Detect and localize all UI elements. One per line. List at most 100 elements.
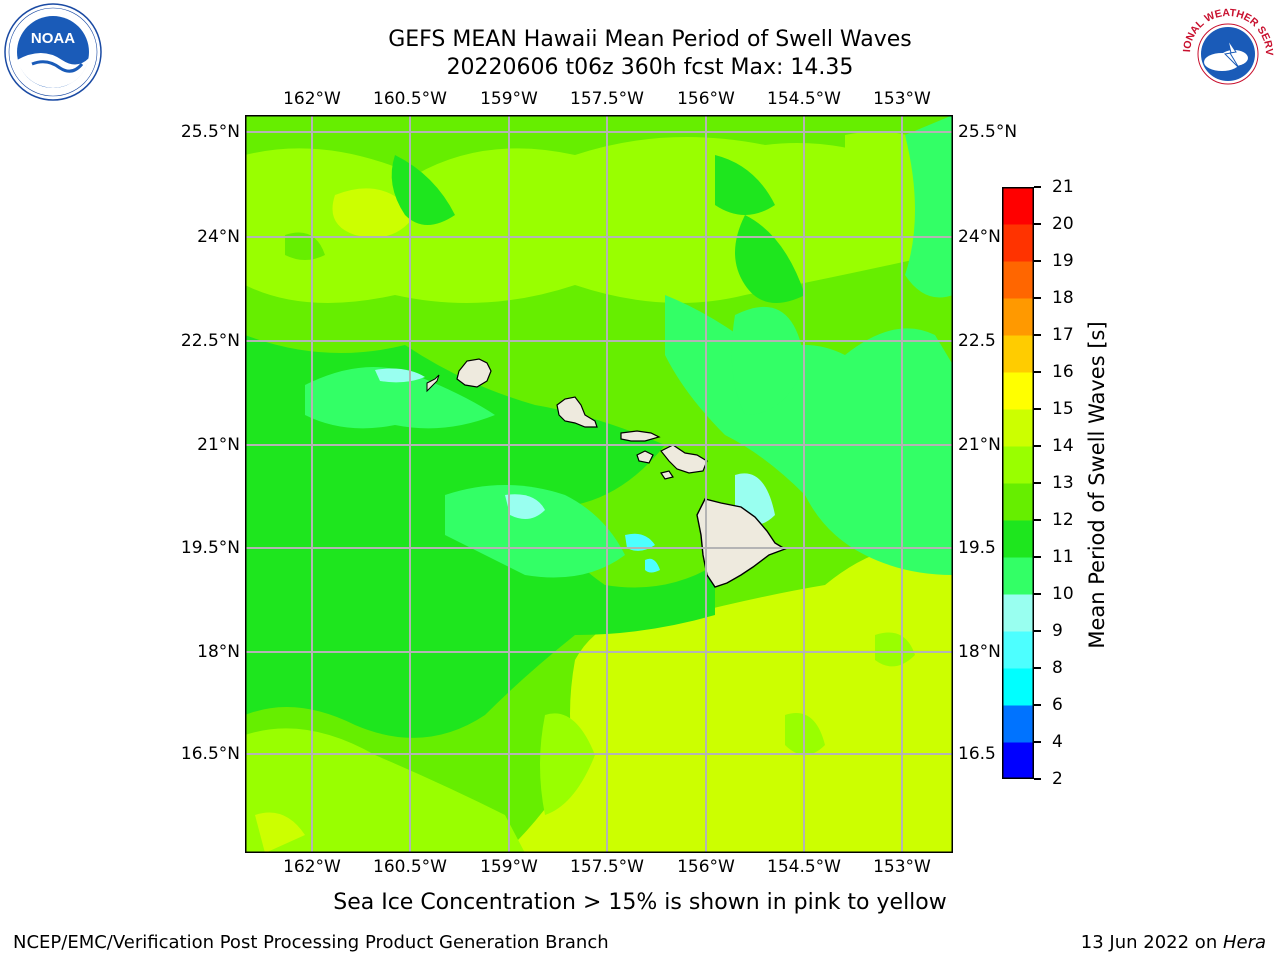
colorbar-tick-label: 8 [1052, 658, 1063, 678]
colorbar-tick-label: 6 [1052, 695, 1063, 715]
contour-fields [245, 115, 953, 853]
credit-date: 13 Jun 2022 on Hera [1081, 932, 1266, 953]
island-molokai [620, 430, 661, 442]
hawaiian-islands [426, 358, 787, 588]
colorbar-tick-mark [1034, 186, 1041, 188]
colorbar-segment [1002, 446, 1034, 484]
colorbar-segment [1002, 668, 1034, 706]
colorbar-tick-mark [1034, 778, 1041, 780]
latitude-label: 16.5°N [180, 744, 240, 764]
colorbar-tick-mark [1034, 482, 1041, 484]
map-frame [245, 115, 953, 853]
latitude-label: 21°N [958, 435, 1001, 455]
colorbar-tick-mark [1034, 445, 1041, 447]
colorbar-segment [1002, 187, 1034, 225]
colorbar-tick-mark [1034, 371, 1041, 373]
colorbar-tick-label: 17 [1052, 325, 1074, 345]
latitude-label: 25.5°N [958, 122, 1018, 142]
colorbar [1002, 187, 1034, 779]
colorbar-segment [1002, 372, 1034, 410]
colorbar-tick-label: 9 [1052, 621, 1063, 641]
latitude-label: 25.5°N [180, 122, 240, 142]
longitude-label: 159°W [480, 89, 538, 109]
colorbar-segment [1002, 557, 1034, 595]
longitude-label: 153°W [873, 857, 931, 877]
colorbar-segment [1002, 224, 1034, 262]
colorbar-tick-label: 4 [1052, 732, 1063, 752]
colorbar-tick-label: 16 [1052, 362, 1074, 382]
colorbar-tick-mark [1034, 630, 1041, 632]
colorbar-tick-label: 19 [1052, 251, 1074, 271]
latitude-label: 18°N [197, 642, 240, 662]
latitude-label: 24°N [197, 227, 240, 247]
longitude-label: 156°W [677, 89, 735, 109]
longitude-label: 156°W [677, 857, 735, 877]
swell-period-map [245, 115, 953, 853]
map-subtitle: 20220606 t06z 360h fcst Max: 14.35 [446, 55, 854, 80]
longitude-label: 162°W [283, 89, 341, 109]
noaa-logo-icon: NOAA [4, 3, 102, 101]
lat-lon-grid [245, 115, 953, 853]
colorbar-tick-label: 13 [1052, 473, 1074, 493]
colorbar-segment [1002, 520, 1034, 558]
longitude-label: 160.5°W [373, 89, 447, 109]
longitude-label: 157.5°W [570, 89, 644, 109]
colorbar-tick-mark [1034, 297, 1041, 299]
colorbar-tick-label: 14 [1052, 436, 1074, 456]
colorbar-tick-label: 20 [1052, 214, 1074, 234]
map-title: GEFS MEAN Hawaii Mean Period of Swell Wa… [388, 27, 912, 52]
colorbar-tick-label: 2 [1052, 769, 1063, 789]
colorbar-segment [1002, 298, 1034, 336]
longitude-label: 162°W [283, 857, 341, 877]
colorbar-segment [1002, 631, 1034, 669]
colorbar-segment [1002, 483, 1034, 521]
colorbar-segment [1002, 742, 1034, 779]
colorbar-tick-mark [1034, 223, 1041, 225]
latitude-label: 22.5 [958, 331, 996, 351]
colorbar-tick-label: 15 [1052, 399, 1074, 419]
latitude-label: 21°N [197, 435, 240, 455]
latitude-label: 22.5°N [180, 331, 240, 351]
longitude-label: 159°W [480, 857, 538, 877]
colorbar-segment [1002, 261, 1034, 299]
colorbar-tick-label: 21 [1052, 177, 1074, 197]
island-kauai [456, 358, 492, 388]
colorbar-tick-mark [1034, 519, 1041, 521]
credit-host: Hera [1222, 932, 1266, 953]
longitude-label: 154.5°W [767, 857, 841, 877]
sea-ice-note: Sea Ice Concentration > 15% is shown in … [333, 890, 947, 915]
latitude-label: 24°N [958, 227, 1001, 247]
colorbar-segment [1002, 409, 1034, 447]
island-oahu [556, 396, 598, 428]
colorbar-tick-mark [1034, 741, 1041, 743]
colorbar-segment [1002, 594, 1034, 632]
colorbar-tick-label: 10 [1052, 584, 1074, 604]
colorbar-tick-label: 12 [1052, 510, 1074, 530]
colorbar-tick-mark [1034, 704, 1041, 706]
latitude-label: 19.5°N [180, 538, 240, 558]
noaa-logo-text: NOAA [31, 30, 75, 47]
colorbar-label: Mean Period of Swell Waves [s] [1085, 321, 1109, 649]
credit-branch: NCEP/EMC/Verification Post Processing Pr… [13, 932, 609, 953]
island-kahoolawe [660, 470, 674, 480]
credit-date-text: 13 Jun 2022 on [1080, 932, 1223, 953]
nws-logo-icon: NATIONAL WEATHER SERVICE [1178, 2, 1276, 100]
colorbar-segment [1002, 705, 1034, 743]
colorbar-tick-label: 11 [1052, 547, 1074, 567]
colorbar-tick-mark [1034, 556, 1041, 558]
island-lanai [636, 450, 654, 464]
colorbar-tick-mark [1034, 408, 1041, 410]
latitude-label: 19.5 [958, 538, 996, 558]
colorbar-segment [1002, 335, 1034, 373]
latitude-label: 16.5 [958, 744, 996, 764]
longitude-label: 157.5°W [570, 857, 644, 877]
longitude-label: 153°W [873, 89, 931, 109]
longitude-label: 160.5°W [373, 857, 447, 877]
island-niihau [426, 374, 440, 393]
colorbar-tick-mark [1034, 593, 1041, 595]
latitude-label: 18°N [958, 642, 1001, 662]
colorbar-tick-mark [1034, 667, 1041, 669]
colorbar-tick-mark [1034, 260, 1041, 262]
longitude-label: 154.5°W [767, 89, 841, 109]
colorbar-tick-mark [1034, 334, 1041, 336]
